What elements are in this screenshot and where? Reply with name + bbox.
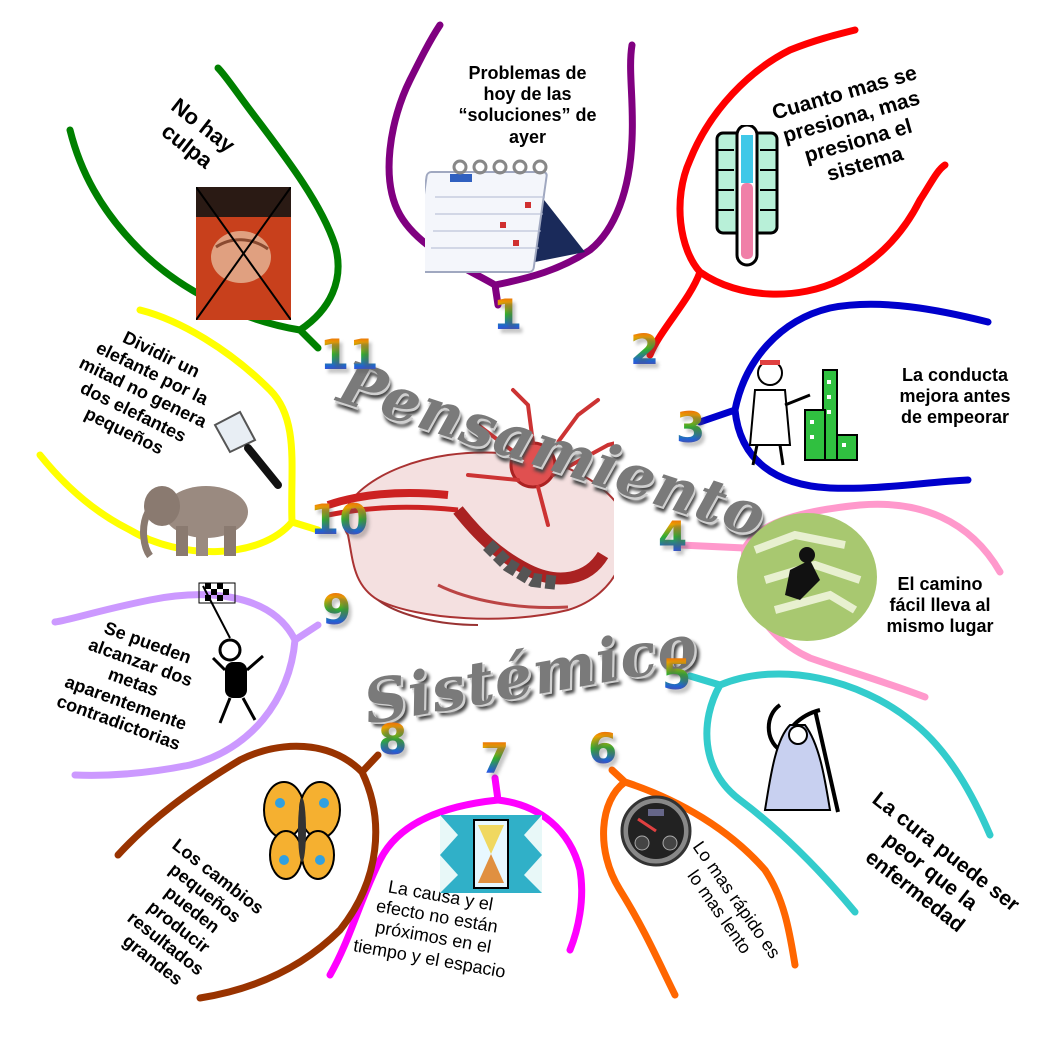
branch-number-6: 6 xyxy=(588,724,618,773)
branch-line-8 xyxy=(114,742,382,1002)
calendar-icon xyxy=(425,159,585,273)
branch-label-3: La conducta mejora antes de empeorar xyxy=(899,365,1011,428)
hourglass-icon xyxy=(440,815,542,893)
branch-number-9: 9 xyxy=(322,585,352,634)
branch-line-10 xyxy=(36,306,322,555)
branch-line-7 xyxy=(326,774,586,979)
butterfly-icon xyxy=(263,781,341,880)
branch-line-2 xyxy=(646,26,949,359)
branch-line-9 xyxy=(51,591,322,779)
cleaver-icon xyxy=(213,410,282,489)
thermometer-icon xyxy=(715,125,779,267)
branch-number-11: 11 xyxy=(320,330,379,379)
branch-number-10: 10 xyxy=(310,495,369,544)
crossed-out-fist-icon xyxy=(196,187,291,320)
grim-reaper-icon xyxy=(763,703,840,813)
brain-neuron-illustration xyxy=(326,385,640,633)
branch-number-5: 5 xyxy=(662,650,692,699)
branch-number-8: 8 xyxy=(378,715,408,764)
branch-label-4: El camino fácil lleva al mismo lugar xyxy=(886,574,994,637)
branch-line-3 xyxy=(696,300,992,492)
maze-icon xyxy=(737,513,877,641)
branch-number-7: 7 xyxy=(480,734,510,783)
speedometer-icon xyxy=(620,795,692,867)
branch-number-3: 3 xyxy=(676,403,706,452)
runner-flag-icon xyxy=(198,582,264,724)
branch-label-1: Problemas de hoy de las “soluciones” de … xyxy=(458,63,597,147)
branch-number-2: 2 xyxy=(630,325,660,374)
branch-number-1: 1 xyxy=(493,290,523,339)
doctor-building-icon xyxy=(748,360,858,466)
branch-line-5 xyxy=(686,670,994,916)
elephant-icon xyxy=(140,486,248,559)
branch-number-4: 4 xyxy=(658,512,688,561)
